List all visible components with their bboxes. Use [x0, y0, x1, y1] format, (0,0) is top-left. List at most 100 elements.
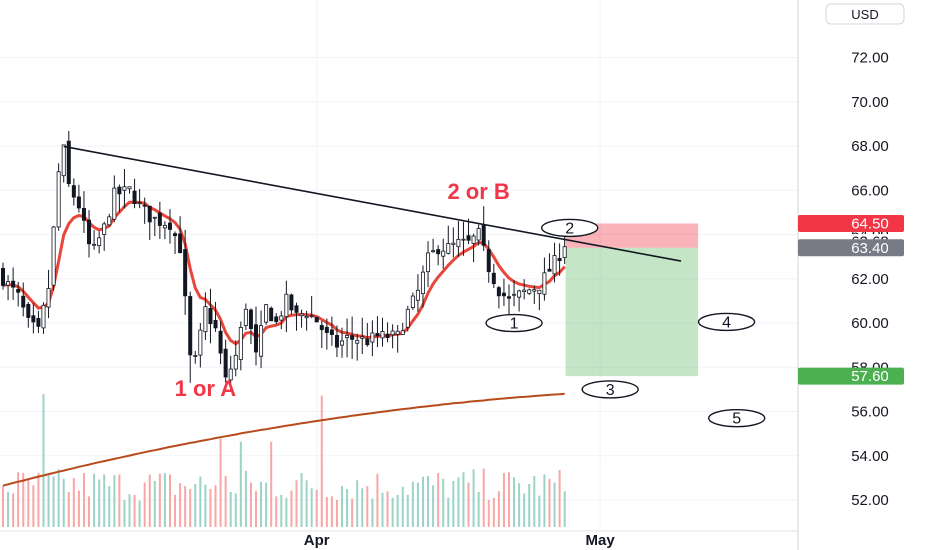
candle-body [486, 249, 491, 273]
candle-body [11, 280, 16, 288]
candle-body [183, 249, 188, 297]
candle-body [461, 238, 466, 241]
candle-body [299, 313, 304, 317]
volume-bar [280, 494, 283, 527]
take-profit-zone[interactable] [565, 247, 699, 377]
candle-body [304, 315, 309, 319]
volume-bar [462, 472, 465, 527]
candle-body [21, 295, 26, 308]
volume-bar [234, 493, 237, 527]
volume-bar [77, 490, 80, 527]
candle-body [547, 268, 552, 272]
candle-body [334, 335, 339, 348]
wave-label-text: 5 [732, 411, 741, 428]
volume-bar [341, 486, 344, 527]
price-marker-box [798, 367, 904, 385]
volume-bar [209, 489, 212, 527]
candle-body [532, 289, 537, 292]
candle-body [0, 267, 6, 286]
candle-body [365, 338, 370, 346]
wave-annotation-text[interactable]: 2 or B [447, 179, 509, 204]
candle-body [41, 304, 46, 329]
candle-body [390, 330, 395, 336]
candle-body [345, 335, 350, 339]
volume-bar [138, 500, 141, 527]
wave-label-1[interactable]: 1 [485, 313, 543, 333]
candle-body [496, 287, 501, 297]
price-tick-label: 68.00 [851, 138, 889, 155]
volume-bar [401, 486, 404, 527]
currency-button[interactable]: USD [825, 3, 905, 25]
candle-body [471, 235, 476, 244]
volume-bar [270, 441, 273, 527]
candle-body [259, 325, 264, 357]
resistance-trendline[interactable] [63, 145, 682, 262]
volume-bar [153, 481, 156, 527]
candle-body [314, 316, 319, 323]
wave-label-3[interactable]: 3 [581, 380, 639, 399]
candle-body [370, 332, 375, 343]
wave-annotation-text[interactable]: 1 or A [175, 376, 237, 401]
volume-bar [12, 493, 15, 527]
volume-bar [219, 438, 222, 527]
candle-body [294, 305, 299, 313]
volume-bar [356, 480, 359, 527]
price-tick-label: 52.00 [851, 492, 889, 509]
volume-bar [335, 499, 338, 527]
wave-annotations[interactable]: 2 or B 1 or A 2 1 3 4 5 [175, 179, 766, 428]
volume-bar [442, 478, 445, 527]
volume-bar [406, 494, 409, 527]
candle-body [562, 246, 567, 258]
volume-bar [265, 482, 268, 527]
candle-body [223, 348, 228, 378]
volume-bar [528, 483, 531, 527]
volume-bar [37, 472, 40, 527]
volume-bar [47, 474, 50, 527]
candle-body [476, 228, 481, 241]
short-position-tool[interactable] [565, 223, 699, 377]
volume-bar [158, 473, 161, 527]
wave-label-5[interactable]: 5 [708, 408, 766, 428]
candle-body [319, 325, 324, 331]
volume-bar [168, 474, 171, 527]
volume-bar [52, 476, 55, 527]
price-tick-label: 54.00 [851, 448, 889, 465]
volume-bar [239, 441, 242, 527]
candle-body [167, 222, 172, 230]
volume-bar [179, 483, 182, 527]
candle-body [243, 308, 248, 326]
volume-bar [199, 476, 202, 527]
candle-body [137, 202, 142, 205]
candle-body [173, 233, 178, 237]
volume-bar [285, 497, 288, 527]
candle-body [279, 315, 284, 321]
candle-body [248, 309, 253, 329]
volume-bar [98, 479, 101, 527]
price-axis[interactable]: USD [797, 0, 932, 550]
volume-bar [558, 470, 561, 527]
volume-bar [513, 477, 516, 527]
volume-bar [123, 499, 126, 527]
volume-bar [416, 482, 419, 527]
candle-body [456, 238, 461, 248]
candle-body [537, 289, 542, 294]
volume-bar [67, 491, 70, 527]
volume-bar [497, 491, 500, 527]
candle-body [517, 290, 522, 298]
price-marker-label: 64.50 [851, 215, 889, 232]
wave-label-2[interactable]: 2 [541, 218, 599, 237]
candle-body [491, 272, 496, 285]
candle-body [512, 293, 517, 296]
trendline[interactable] [63, 145, 682, 262]
volume-bar [310, 488, 313, 527]
candle-body [436, 249, 441, 255]
price-marker-label: 57.60 [851, 368, 889, 385]
volume-bar [376, 473, 379, 527]
candle-body [36, 317, 41, 327]
wave-label-4[interactable]: 4 [697, 312, 756, 331]
volume-bar [118, 474, 121, 527]
currency-button-box [825, 3, 905, 25]
grid-lines [0, 0, 798, 531]
candle-body [264, 304, 269, 323]
